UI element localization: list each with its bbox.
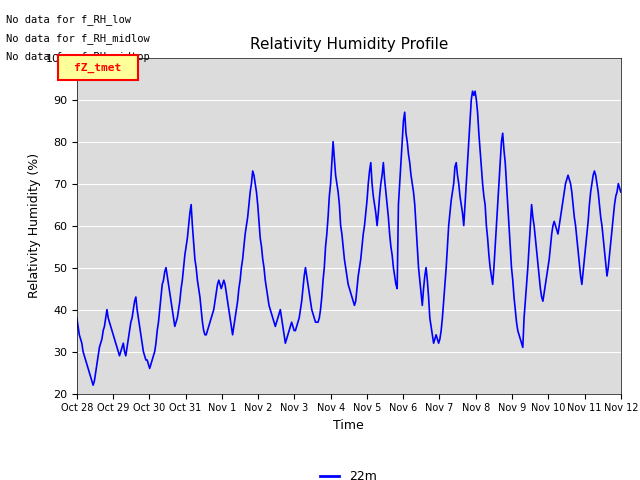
- Text: No data for f_RH_midlow: No data for f_RH_midlow: [6, 33, 150, 44]
- Y-axis label: Relativity Humidity (%): Relativity Humidity (%): [28, 153, 40, 298]
- Legend: 22m: 22m: [316, 465, 382, 480]
- Text: No data for f_RH_low: No data for f_RH_low: [6, 14, 131, 25]
- Text: No data for f_RH_midtop: No data for f_RH_midtop: [6, 51, 150, 62]
- Text: fZ_tmet: fZ_tmet: [74, 62, 121, 73]
- Title: Relativity Humidity Profile: Relativity Humidity Profile: [250, 37, 448, 52]
- X-axis label: Time: Time: [333, 419, 364, 432]
